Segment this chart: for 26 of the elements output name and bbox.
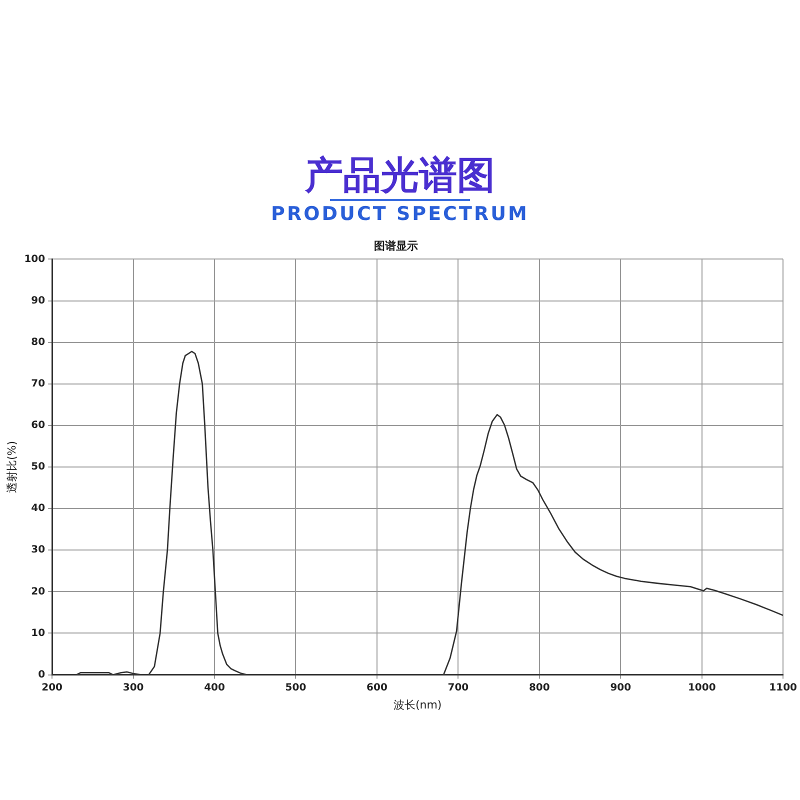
x-tick-label: 600 [366,682,388,694]
y-tick-label: 80 [31,336,46,348]
y-tick-label: 70 [31,378,46,390]
y-tick-label: 50 [31,462,46,473]
y-tick-label: 30 [31,544,46,556]
y-tick-label: 20 [31,586,46,598]
x-tick-label: 1000 [688,682,716,694]
text: 图谱显示 [374,239,418,252]
x-axis-title: 波长(nm) [393,698,442,712]
x-tick-label: 900 [610,682,632,694]
y-tick-label: 40 [31,503,46,514]
x-tick-label: 400 [204,682,225,694]
x-tick-label: 300 [122,682,144,694]
x-tick-label: 800 [528,682,550,694]
chart-title: 产品光谱图 [304,152,496,199]
x-tick-label: 500 [285,682,306,694]
y-tick-label: 0 [38,669,46,680]
y-tick-label: 100 [24,254,46,265]
y-tick-label: 10 [31,628,46,639]
y-tick-label: 60 [31,420,46,432]
x-tick-label: 200 [42,682,63,694]
x-tick-label: 1100 [769,682,798,694]
chart-subtitle: PRODUCT SPECTRUM [270,203,530,225]
y-tick-label: 90 [31,295,46,306]
x-tick-label: 700 [448,682,469,694]
y-axis-title: 透射比(%) [5,440,18,494]
